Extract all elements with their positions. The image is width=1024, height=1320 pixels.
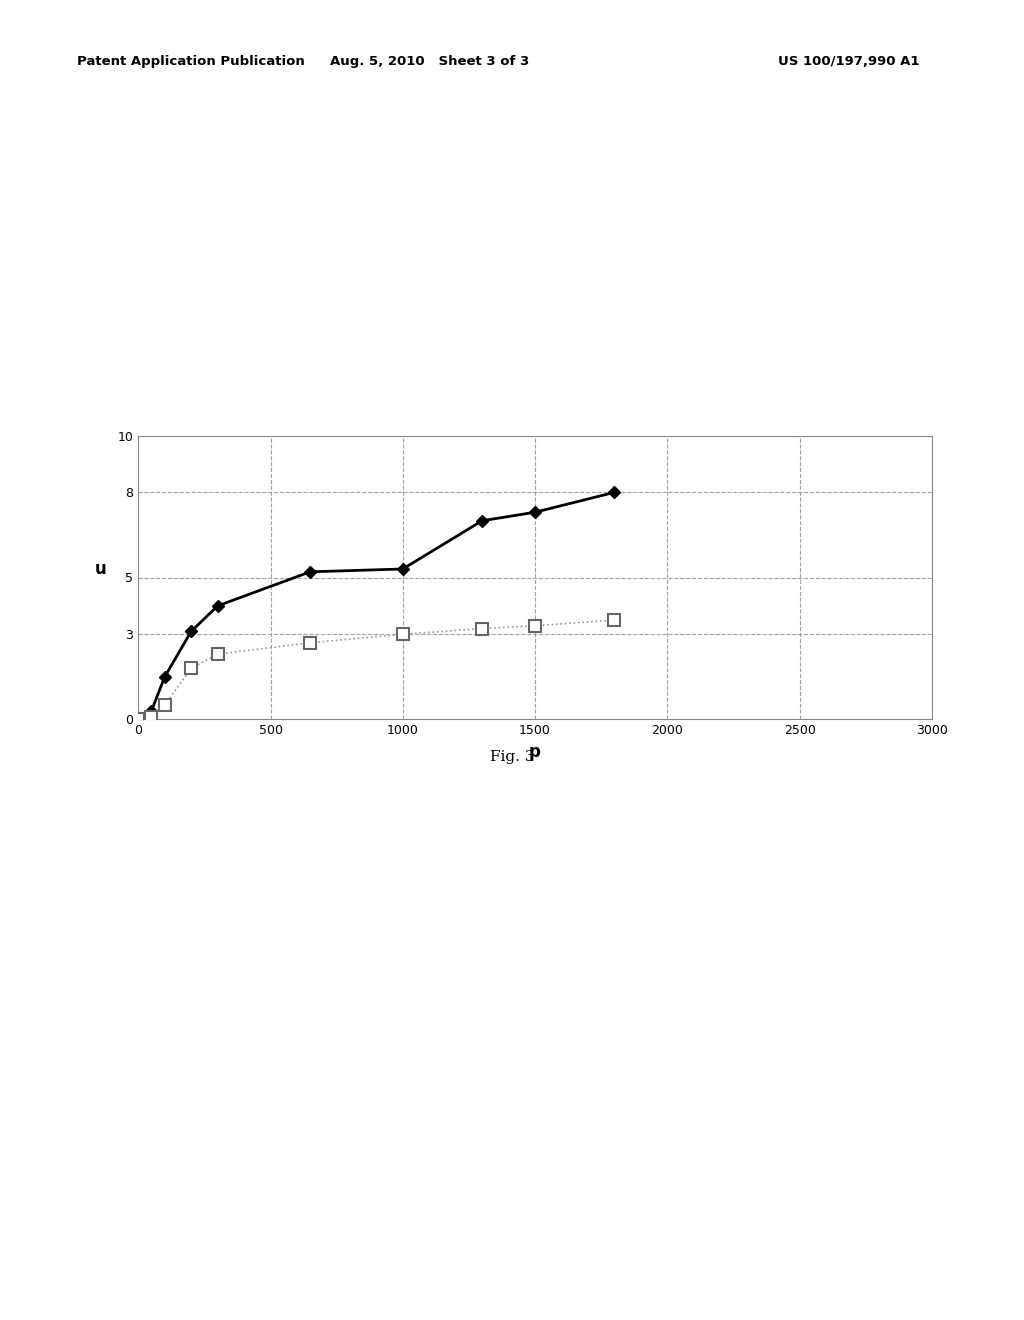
Text: Fig. 3: Fig. 3 [489, 750, 535, 764]
Y-axis label: u: u [95, 560, 106, 578]
Text: Patent Application Publication: Patent Application Publication [77, 55, 304, 69]
Text: US 100/197,990 A1: US 100/197,990 A1 [778, 55, 920, 69]
X-axis label: p: p [529, 743, 541, 760]
Text: Aug. 5, 2010   Sheet 3 of 3: Aug. 5, 2010 Sheet 3 of 3 [331, 55, 529, 69]
